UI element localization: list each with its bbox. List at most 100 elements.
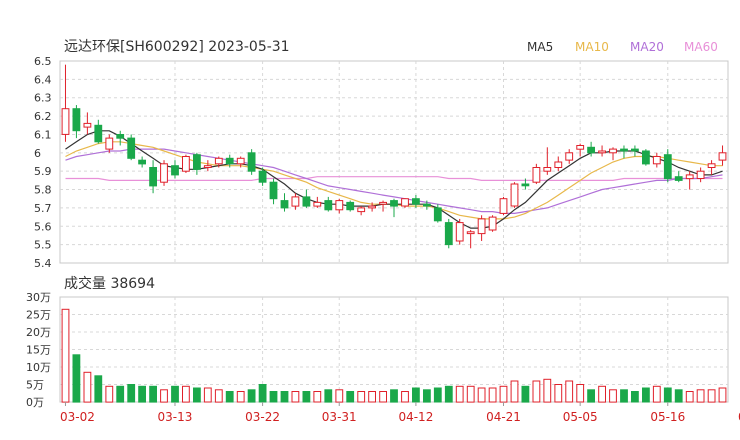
candle <box>587 141 596 157</box>
volume-bar <box>127 384 136 403</box>
candle <box>182 154 190 174</box>
ma60-line <box>65 176 723 181</box>
volume-bar <box>83 371 92 403</box>
candle-body <box>433 207 442 222</box>
candle-frame <box>59 60 729 264</box>
candle-body <box>269 181 278 200</box>
candle <box>368 202 377 212</box>
volume-tick-label: 5万 <box>26 379 44 392</box>
volume-label: 成交量 38694 <box>64 275 155 292</box>
ma20-line <box>65 148 723 214</box>
volume-bar <box>193 387 201 403</box>
volume-bar <box>302 391 311 403</box>
candle <box>652 152 661 168</box>
candle-body <box>587 146 596 154</box>
candle-body <box>510 183 519 207</box>
volume-bar <box>532 380 541 403</box>
date-tick-label: 04-12 <box>398 410 433 424</box>
candle <box>116 130 125 146</box>
candle-body <box>707 163 716 169</box>
candle-body <box>718 152 727 161</box>
candle <box>247 149 256 175</box>
candle-body <box>642 150 650 165</box>
candle-body <box>390 200 398 207</box>
volume-bar <box>488 387 497 403</box>
candle <box>521 178 530 190</box>
volume-bar <box>379 391 388 403</box>
candle <box>149 160 157 194</box>
volume-tick-label: 0万 <box>26 396 44 409</box>
candle <box>433 204 442 223</box>
candle <box>412 195 420 208</box>
candle-body <box>72 108 81 132</box>
candle <box>674 171 683 183</box>
legend: MA5 MA10 MA20 MA60 <box>527 40 718 54</box>
date-tick-label: 05-05 <box>563 410 598 424</box>
volume-bar <box>631 391 639 403</box>
candle <box>718 145 727 166</box>
candle <box>171 160 179 179</box>
volume-bar <box>291 391 300 403</box>
volume-bar <box>412 387 420 403</box>
candle-body <box>631 148 639 152</box>
volume-bar <box>455 385 464 403</box>
candle-body <box>61 108 70 135</box>
price-tick-label: 5.6 <box>34 220 52 233</box>
candle-body <box>203 165 212 168</box>
volume-grid <box>59 296 729 403</box>
candle <box>94 119 103 144</box>
candle-body <box>554 161 563 168</box>
volume-bar <box>423 389 431 403</box>
legend-ma20: MA20 <box>630 40 664 54</box>
volume-bar <box>609 389 617 403</box>
candle-body <box>247 152 256 172</box>
candle <box>401 198 409 208</box>
candle-body <box>149 167 157 187</box>
candle-body <box>182 156 190 172</box>
candle <box>499 196 508 216</box>
volume-bar <box>160 389 168 403</box>
volume-bar <box>477 387 486 403</box>
volume-bar <box>521 385 530 403</box>
legend-ma60: MA60 <box>684 40 718 54</box>
candle <box>565 149 574 164</box>
price-tick-label: 6.4 <box>34 73 52 86</box>
candle <box>466 229 475 249</box>
candle <box>138 156 146 168</box>
candle <box>510 182 519 208</box>
date-tick-label: 05-25 <box>738 410 740 424</box>
volume-axis: 30万 25万 20万 15万 10万 5万 0万 <box>26 291 51 409</box>
candle <box>543 147 552 175</box>
volume-bar <box>280 391 289 403</box>
candle-body <box>576 145 585 150</box>
price-tick-label: 6.5 <box>34 55 52 68</box>
candle <box>127 134 136 161</box>
date-tick-label: 03-13 <box>158 410 193 424</box>
candle-body <box>160 163 168 183</box>
volume-bar <box>674 389 683 403</box>
volume-bars <box>61 308 727 403</box>
volume-bar <box>247 389 256 403</box>
candle-body <box>357 207 366 213</box>
candle-body <box>236 157 245 165</box>
volume-bar <box>324 389 333 403</box>
candle-grid <box>59 60 729 264</box>
price-tick-label: 6.2 <box>34 110 52 123</box>
volume-bar <box>258 384 267 403</box>
price-axis: 6.5 6.4 6.3 6.2 6.1 6 5.9 5.8 5.7 5.6 5.5 5.4 <box>34 55 52 270</box>
candle <box>685 171 694 190</box>
candle-body <box>466 231 475 235</box>
candle-body <box>620 148 628 152</box>
candle-body <box>663 154 672 180</box>
candle <box>620 145 628 159</box>
volume-bar <box>587 389 596 403</box>
volume-bar <box>225 391 234 403</box>
candle-body <box>291 196 300 207</box>
date-tick-label: 03-22 <box>245 410 280 424</box>
volume-bar <box>335 389 344 403</box>
candle-body <box>335 200 344 211</box>
candle-body <box>193 154 201 170</box>
volume-bar <box>642 387 650 403</box>
candle <box>258 167 267 186</box>
volume-bar <box>444 385 453 403</box>
